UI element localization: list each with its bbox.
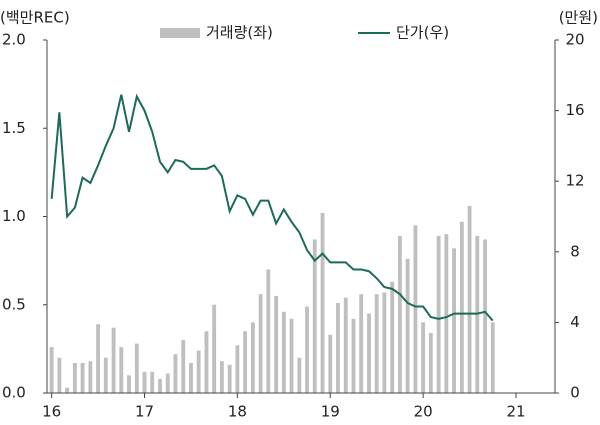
- bar: [72, 362, 77, 393]
- y2-tick-label: 4: [570, 313, 580, 331]
- y-tick-label: 0.0: [2, 384, 26, 402]
- bar: [266, 269, 271, 393]
- bar: [49, 347, 54, 393]
- bar: [57, 357, 62, 393]
- bar: [374, 294, 379, 393]
- x-tick-label: 20: [414, 403, 433, 421]
- bar: [111, 327, 116, 393]
- bar: [351, 318, 356, 393]
- bar: [127, 375, 131, 393]
- y-axis-label: (백만REC): [0, 9, 70, 27]
- bar: [444, 234, 449, 393]
- bar: [413, 225, 418, 393]
- bar: [134, 343, 139, 393]
- bar: [467, 205, 472, 393]
- bar: [297, 357, 302, 393]
- bar: [243, 331, 248, 393]
- bar: [158, 378, 162, 393]
- bar: [150, 371, 155, 393]
- bar: [312, 239, 317, 393]
- bar: [289, 318, 294, 393]
- bar: [390, 281, 395, 393]
- bar: [181, 340, 186, 393]
- bar: [274, 295, 279, 393]
- bar: [88, 361, 93, 393]
- bar: [189, 362, 193, 393]
- bar: [336, 302, 340, 393]
- y2-axis-label: (만원): [559, 9, 598, 27]
- bar: [196, 350, 201, 393]
- x-tick-label: 17: [135, 403, 154, 421]
- bar: [142, 371, 147, 393]
- bar: [165, 373, 170, 393]
- bar: [452, 248, 456, 393]
- y-tick-label: 1.5: [2, 119, 26, 137]
- bar: [428, 332, 433, 393]
- y-tick-label: 2.0: [2, 31, 26, 49]
- y2-tick-label: 16: [565, 101, 584, 119]
- bar: [343, 297, 348, 393]
- bar: [80, 362, 85, 393]
- bar: [103, 357, 108, 393]
- bar: [405, 258, 410, 393]
- bar: [328, 334, 333, 393]
- bar: [382, 292, 387, 393]
- bar: [359, 294, 364, 393]
- y-tick-label: 0.5: [2, 295, 26, 313]
- bar: [219, 361, 224, 393]
- bar: [367, 313, 371, 393]
- bar: [421, 322, 426, 393]
- legend-swatch: [160, 28, 200, 38]
- bar: [65, 387, 70, 393]
- y2-tick-label: 12: [565, 172, 584, 190]
- y2-tick-label: 20: [565, 31, 584, 49]
- bar: [436, 235, 441, 393]
- bar: [204, 331, 209, 393]
- bar: [227, 364, 232, 393]
- x-tick-label: 16: [42, 403, 61, 421]
- x-tick-label: 18: [228, 403, 247, 421]
- bar: [459, 221, 464, 393]
- legend-label: 단가(우): [396, 24, 449, 42]
- bar: [173, 354, 178, 393]
- bar: [119, 347, 124, 393]
- bar: [258, 294, 263, 393]
- bar: [490, 322, 495, 393]
- bar: [250, 322, 255, 393]
- x-tick-label: 21: [506, 403, 525, 421]
- y2-tick-label: 0: [570, 384, 580, 402]
- bar: [320, 212, 325, 393]
- x-tick-label: 19: [321, 403, 340, 421]
- bar: [212, 304, 217, 393]
- y2-tick-label: 8: [570, 242, 580, 260]
- bar: [235, 345, 240, 393]
- bar: [397, 235, 402, 393]
- bar: [305, 306, 309, 393]
- bar: [483, 239, 487, 393]
- y-tick-label: 1.0: [2, 207, 26, 225]
- price-line: [50, 93, 494, 322]
- bar: [96, 324, 101, 393]
- legend-label: 거래량(좌): [206, 24, 273, 42]
- bar: [281, 311, 286, 393]
